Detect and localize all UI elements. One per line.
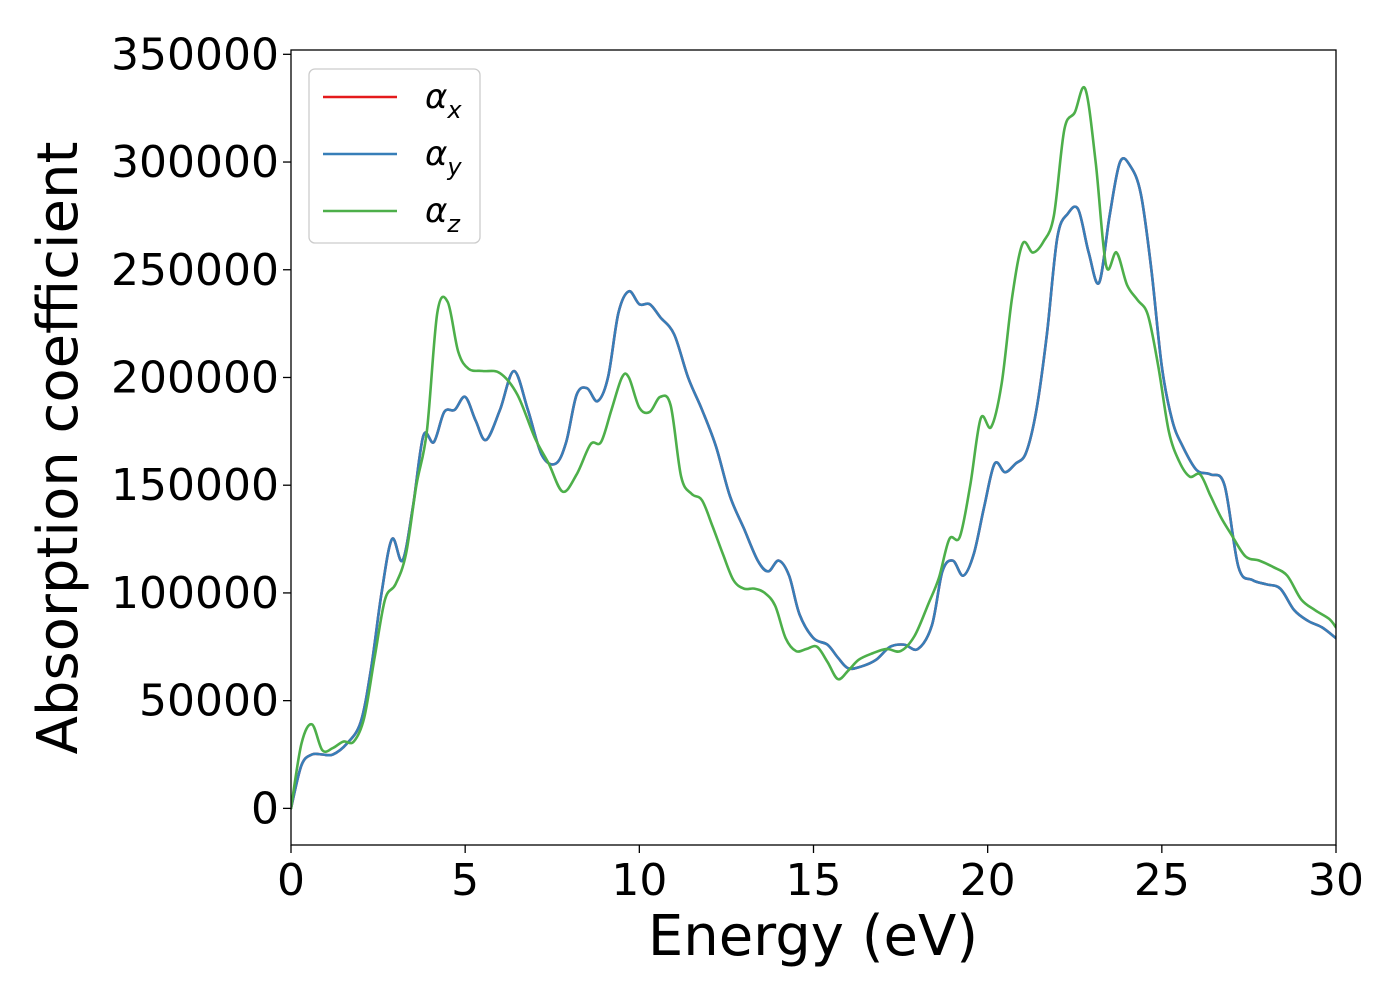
x-tick-label: 25 (1134, 855, 1190, 906)
y-axis: 0 50000 100000 150000 200000 250000 300000 3500… (111, 29, 291, 834)
legend-label-z: αz (425, 191, 461, 238)
series-layer (291, 85, 1336, 810)
y-tick-label: 100000 (111, 568, 279, 619)
y-tick-label: 0 (251, 783, 279, 834)
x-tick-label: 20 (960, 855, 1016, 906)
legend-label-x: αx (425, 77, 462, 124)
x-tick-label: 0 (277, 855, 305, 906)
legend: αx αy αz (308, 68, 481, 244)
x-axis: 0 5 10 15 20 25 30 (277, 845, 1364, 906)
y-tick-label: 200000 (111, 352, 279, 403)
y-tick-label: 300000 (111, 137, 279, 188)
y-axis-label: Absorption coefficient (26, 142, 91, 755)
x-tick-label: 5 (451, 855, 479, 906)
y-tick-label: 350000 (111, 29, 279, 80)
legend-items: αx αy αz (323, 77, 462, 238)
y-tick-label: 150000 (111, 460, 279, 511)
legend-label-y: αy (425, 134, 462, 181)
x-tick-label: 10 (611, 855, 667, 906)
series-line-y (291, 157, 1336, 810)
series-line-z (291, 85, 1336, 810)
x-tick-label: 15 (786, 855, 842, 906)
x-tick-label: 30 (1308, 855, 1364, 906)
legend-box (308, 68, 481, 244)
y-tick-label: 50000 (139, 676, 279, 727)
x-axis-label: Energy (eV) (648, 904, 978, 969)
y-tick-label: 250000 (111, 245, 279, 296)
